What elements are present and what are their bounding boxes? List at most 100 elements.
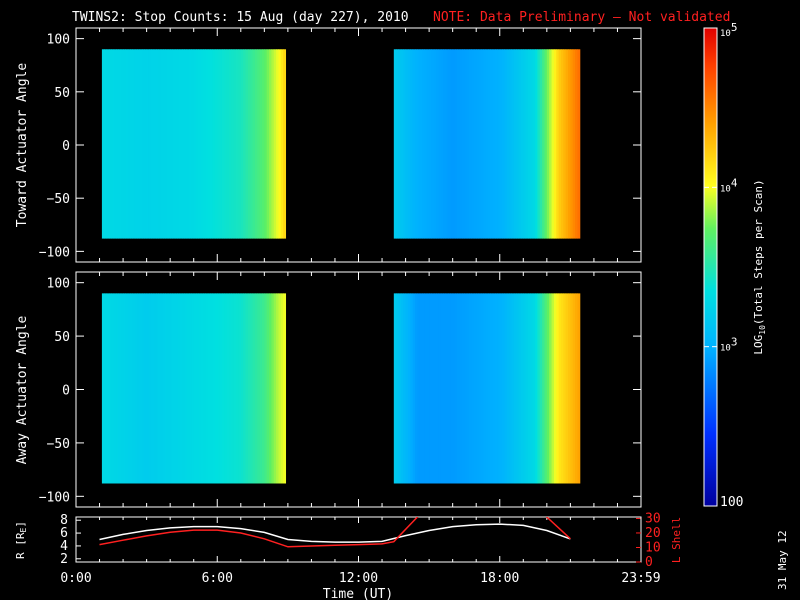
- heatmap-cell: [196, 49, 199, 239]
- heatmap-cell: [403, 293, 407, 484]
- heatmap-cell: [443, 293, 447, 484]
- heatmap-cell: [238, 49, 242, 239]
- heatmap-cell: [570, 293, 574, 484]
- heatmap-cell: [231, 49, 235, 239]
- heatmap-cell: [108, 293, 112, 484]
- heatmap-cell: [528, 49, 531, 239]
- heatmap-cell: [179, 293, 183, 484]
- heatmap-cell: [422, 293, 425, 484]
- heatmap-cell: [130, 293, 133, 484]
- heatmap-cell: [471, 293, 475, 484]
- heatmap-cell: [269, 293, 272, 484]
- heatmap-cell: [478, 293, 482, 484]
- heatmap-cell: [181, 293, 185, 484]
- heatmap-cell: [450, 49, 454, 239]
- heatmap-cell: [212, 49, 216, 239]
- colorbar-tick-label: 105: [720, 21, 737, 39]
- heatmap-cell: [214, 49, 218, 239]
- heatmap-cell: [104, 49, 108, 239]
- heatmap-cell: [542, 49, 545, 239]
- heatmap-cell: [504, 293, 508, 484]
- heatmap-cell: [189, 49, 192, 239]
- heatmap-cell: [473, 49, 477, 239]
- heatmap-cell: [417, 293, 421, 484]
- heatmap-cell: [497, 49, 501, 239]
- heatmap-cell: [565, 293, 569, 484]
- orbit-lines: [99, 517, 571, 548]
- heatmap-cell: [495, 49, 498, 239]
- heatmap-cell: [224, 49, 228, 239]
- heatmap-cell: [217, 49, 221, 239]
- away-ylabel: Away Actuator Angle: [15, 315, 30, 464]
- heatmap-cell: [217, 293, 221, 484]
- heatmap-cell: [240, 293, 244, 484]
- ytick-label: −100: [39, 245, 70, 260]
- heatmap-cell: [447, 293, 451, 484]
- orbit-rtick-label: 20: [645, 526, 661, 541]
- heatmap-cell: [556, 293, 560, 484]
- heatmap-cell: [243, 49, 246, 239]
- heatmap-cell: [174, 293, 178, 484]
- colorbar-frame: [703, 27, 718, 507]
- heatmap-cell: [542, 293, 545, 484]
- heatmap-cell: [205, 293, 209, 484]
- heatmap-cell: [276, 49, 279, 239]
- heatmap-cell: [495, 293, 498, 484]
- heatmap-cell: [405, 49, 409, 239]
- heatmap-cell: [160, 293, 164, 484]
- heatmap-cell: [120, 49, 124, 239]
- heatmap-cell: [177, 293, 181, 484]
- heatmap-cell: [469, 293, 472, 484]
- heatmap-cell: [476, 293, 480, 484]
- heatmap-cell: [141, 49, 145, 239]
- heatmap-cell: [177, 49, 181, 239]
- heatmap-cell: [269, 49, 272, 239]
- heatmap-cell: [158, 49, 162, 239]
- heatmap-cell: [516, 49, 520, 239]
- colorbar: [704, 28, 717, 506]
- heatmap-cell: [415, 293, 418, 484]
- heatmap-cell: [407, 293, 411, 484]
- heatmap-cell: [172, 293, 176, 484]
- heatmap-cell: [485, 293, 489, 484]
- heatmap-cell: [490, 293, 494, 484]
- heatmap-cell: [436, 293, 440, 484]
- orbit-ytick-label: 4: [60, 539, 68, 554]
- heatmap-cell: [156, 293, 159, 484]
- heatmap-cell: [433, 293, 437, 484]
- heatmap-cell: [264, 49, 268, 239]
- heatmap-cell: [151, 49, 155, 239]
- heatmap-cell: [568, 49, 571, 239]
- heatmap-cell: [492, 293, 496, 484]
- heatmap-cell: [170, 293, 174, 484]
- heatmap-cell: [572, 293, 576, 484]
- heatmap-cell: [254, 49, 258, 239]
- colorbar-label: LOG10(Total Steps per Scan): [752, 179, 767, 354]
- heatmap-cell: [551, 293, 555, 484]
- heatmap-cell: [480, 49, 484, 239]
- heatmap-cell: [558, 49, 562, 239]
- heatmap-cell: [283, 49, 287, 239]
- heatmap-cell: [393, 293, 397, 484]
- heatmap-cell: [459, 49, 463, 239]
- ytick-label: 0: [62, 139, 70, 154]
- heatmap-cell: [174, 49, 178, 239]
- heatmap-cell: [158, 293, 162, 484]
- heatmap-cell: [106, 293, 110, 484]
- heatmap-cell: [144, 293, 148, 484]
- colorbar-tick-label: 103: [720, 336, 737, 354]
- heatmap-cell: [254, 293, 258, 484]
- heatmap-cell: [426, 293, 430, 484]
- heatmap-cell: [417, 49, 421, 239]
- heatmap-cell: [200, 293, 204, 484]
- heatmap-cell: [471, 49, 475, 239]
- heatmap-cell: [153, 293, 157, 484]
- heatmap-cell: [118, 49, 122, 239]
- heatmap-cell: [462, 293, 465, 484]
- heatmap-cell: [236, 293, 239, 484]
- heatmap-cell: [544, 49, 548, 239]
- heatmap-cell: [278, 293, 282, 484]
- heatmap-cell: [153, 49, 157, 239]
- heatmap-cell: [280, 49, 284, 239]
